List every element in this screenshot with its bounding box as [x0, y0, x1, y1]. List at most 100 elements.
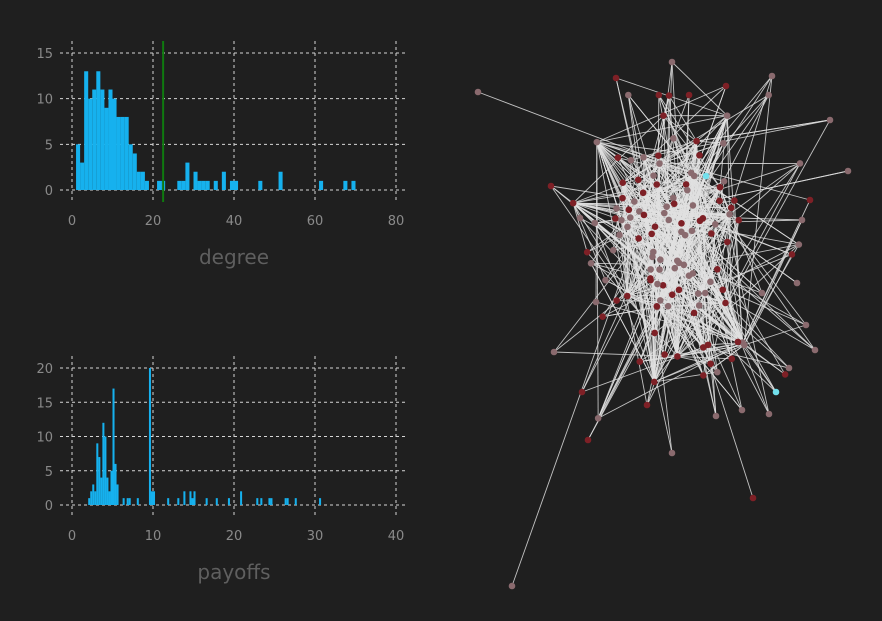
- payoffs-bar: [116, 484, 119, 505]
- payoffs-bar: [104, 436, 107, 505]
- degree-xtick-label: 20: [145, 214, 162, 229]
- network-edge: [690, 172, 744, 343]
- network-edge: [573, 202, 712, 234]
- payoffs-bar: [148, 368, 151, 505]
- network-node: [768, 72, 776, 80]
- degree-axis-label: degree: [199, 245, 269, 269]
- network-node: [673, 257, 681, 265]
- payoffs-bar: [106, 477, 109, 505]
- network-edge: [656, 184, 678, 357]
- payoffs-bar: [96, 443, 99, 505]
- network-edge: [639, 115, 728, 362]
- payoffs-ytick-label: 5: [45, 465, 53, 480]
- network-edge: [621, 172, 692, 221]
- network-node: [626, 214, 634, 221]
- network-edge: [596, 141, 700, 156]
- network-node: [740, 341, 748, 349]
- network-node: [714, 265, 721, 273]
- payoffs-bar: [94, 491, 97, 505]
- network-edge: [596, 141, 658, 185]
- degree-bar: [116, 116, 121, 190]
- network-node: [576, 214, 584, 222]
- payoffs-bar: [205, 498, 208, 505]
- degree-bar: [88, 98, 93, 190]
- network-node: [690, 172, 698, 180]
- payoffs-xtick-label: 30: [307, 529, 324, 544]
- network-node: [651, 329, 659, 337]
- payoffs-bar: [227, 498, 230, 505]
- network-edge: [677, 302, 726, 357]
- network-node: [712, 412, 720, 420]
- payoffs-bar: [92, 484, 95, 505]
- network-node: [707, 278, 714, 286]
- degree-bar: [229, 180, 234, 190]
- network-edge: [666, 163, 801, 208]
- network-node: [627, 156, 635, 164]
- network-node: [685, 91, 693, 99]
- degree-bar: [100, 89, 105, 190]
- network-node: [550, 348, 558, 356]
- network-node: [844, 167, 852, 175]
- payoffs-bar: [193, 491, 196, 505]
- degree-bar: [258, 180, 263, 190]
- network-edge: [683, 264, 699, 294]
- network-node: [653, 181, 661, 188]
- network-node: [612, 215, 619, 222]
- network-edge: [719, 187, 730, 215]
- payoffs-bar: [128, 498, 131, 505]
- network-edge: [627, 94, 695, 177]
- network-node: [640, 153, 647, 161]
- payoffs-xtick-label: 20: [226, 529, 243, 544]
- network-node: [772, 388, 780, 396]
- network-edge: [572, 202, 658, 285]
- network-node: [613, 297, 620, 304]
- network-edge: [668, 95, 697, 142]
- network-node: [670, 194, 677, 202]
- network-node: [731, 197, 738, 204]
- payoffs-bar: [183, 491, 186, 505]
- degree-bar: [205, 180, 210, 190]
- network-node: [690, 309, 698, 317]
- degree-bar: [76, 144, 81, 190]
- network-node: [714, 368, 721, 376]
- network-node: [659, 281, 667, 289]
- network-edge: [626, 295, 656, 334]
- degree-bar: [343, 180, 348, 190]
- network-node: [591, 219, 599, 227]
- payoffs-bar: [167, 498, 170, 505]
- payoffs-bar: [294, 498, 297, 505]
- network-node: [722, 299, 729, 307]
- network-node: [680, 261, 688, 269]
- degree-bar: [80, 162, 85, 190]
- network-node: [712, 220, 719, 228]
- network-edge: [715, 223, 793, 255]
- network-edge: [639, 302, 726, 362]
- degree-bar: [112, 98, 117, 190]
- degree-ytick-label: 0: [45, 184, 53, 199]
- network-node: [650, 378, 658, 386]
- network-node: [625, 206, 633, 214]
- network-edge: [591, 262, 684, 266]
- network-node: [663, 203, 670, 210]
- network-node: [758, 289, 766, 297]
- network-edge: [643, 213, 730, 216]
- network-node: [735, 216, 743, 224]
- payoffs-bar: [177, 498, 180, 505]
- network-node: [722, 82, 730, 90]
- network-node: [716, 183, 724, 191]
- network-node: [547, 182, 555, 190]
- network-edge: [662, 143, 724, 286]
- network-node: [694, 290, 702, 297]
- network-node: [650, 248, 657, 256]
- network-node: [656, 160, 663, 167]
- network-node: [765, 91, 773, 99]
- degree-bar: [234, 180, 239, 190]
- network-node: [688, 227, 696, 235]
- network-edge: [681, 143, 724, 224]
- network-node: [619, 179, 627, 186]
- network-edge: [744, 324, 807, 346]
- network-node: [634, 176, 642, 184]
- network-node: [569, 199, 577, 207]
- network-node: [643, 401, 651, 409]
